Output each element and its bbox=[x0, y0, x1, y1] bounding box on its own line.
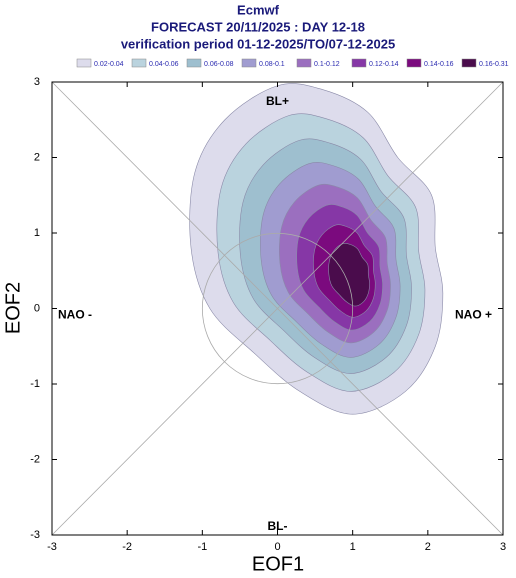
legend-swatch bbox=[241, 58, 257, 68]
y-tick-label: -3 bbox=[30, 529, 40, 541]
legend-label: 0.14-0.16 bbox=[424, 61, 454, 68]
legend-label: 0.02-0.04 bbox=[94, 61, 124, 68]
x-tick-label: 2 bbox=[425, 541, 431, 553]
unit-circle bbox=[201, 232, 354, 385]
y-tick-label: 1 bbox=[34, 227, 40, 239]
x-tick-label: -1 bbox=[197, 541, 207, 553]
chart-title: Ecmwf bbox=[237, 2, 280, 17]
legend-label: 0.06-0.08 bbox=[204, 61, 234, 68]
legend-swatch bbox=[76, 58, 92, 68]
legend-label: 0.1-0.12 bbox=[314, 61, 340, 68]
legend-label: 0.16-0.31 bbox=[479, 61, 509, 68]
annotation: NAO + bbox=[455, 308, 492, 322]
x-tick-label: 3 bbox=[500, 541, 506, 553]
annotation: BL- bbox=[268, 519, 288, 533]
y-tick-label: -1 bbox=[30, 378, 40, 390]
x-tick-label: 1 bbox=[350, 541, 356, 553]
x-tick-label: -3 bbox=[47, 541, 57, 553]
diagonal bbox=[51, 81, 504, 536]
y-tick-label: -2 bbox=[30, 453, 40, 465]
y-tick-label: 3 bbox=[34, 76, 40, 88]
legend-swatch bbox=[406, 58, 422, 68]
x-tick-label: -2 bbox=[122, 541, 132, 553]
legend-swatch bbox=[351, 58, 367, 68]
legend-swatch bbox=[131, 58, 147, 68]
legend-label: 0.04-0.06 bbox=[149, 61, 179, 68]
annotation: BL+ bbox=[266, 94, 289, 108]
chart-subtitle: verification period 01-12-2025/TO/07-12-… bbox=[121, 36, 395, 51]
annotation: NAO - bbox=[58, 308, 92, 322]
legend-label: 0.08-0.1 bbox=[259, 61, 285, 68]
legend-swatch bbox=[296, 58, 312, 68]
y-tick-label: 2 bbox=[34, 151, 40, 163]
x-axis-label: EOF1 bbox=[252, 553, 304, 575]
contour bbox=[328, 242, 370, 307]
y-tick-label: 0 bbox=[34, 302, 40, 314]
chart-subtitle: FORECAST 20/11/2025 : DAY 12-18 bbox=[151, 19, 365, 34]
legend-swatch bbox=[461, 58, 477, 68]
x-tick-label: 0 bbox=[274, 541, 280, 553]
y-axis-label: EOF2 bbox=[2, 282, 24, 334]
legend-swatch bbox=[186, 58, 202, 68]
legend-label: 0.12-0.14 bbox=[369, 61, 399, 68]
